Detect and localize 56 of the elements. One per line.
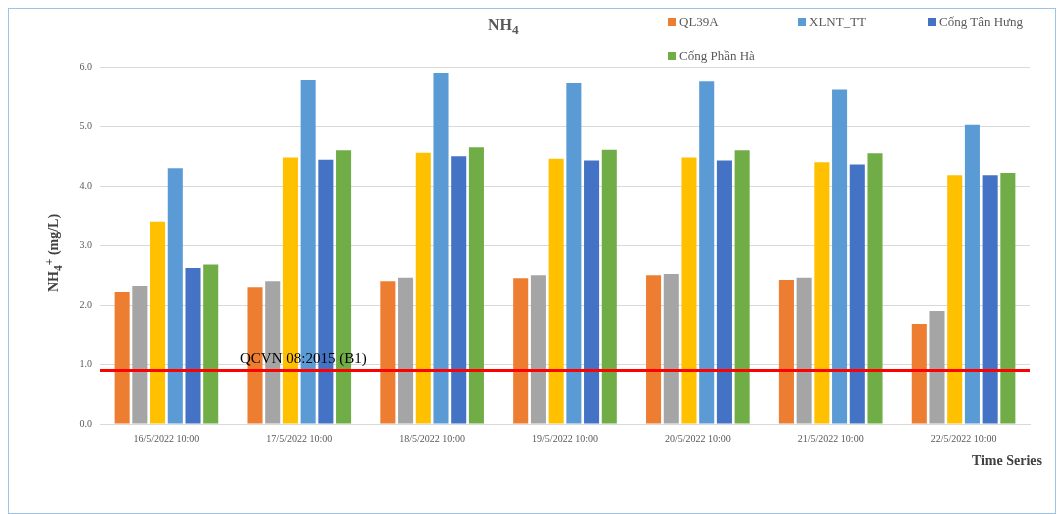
x-tick-label: 20/5/2022 10:00 xyxy=(664,432,731,444)
bar xyxy=(114,291,130,424)
y-tick-label: 3.0 xyxy=(79,239,92,251)
bar xyxy=(601,149,617,424)
bar xyxy=(398,277,414,424)
bar xyxy=(681,157,697,424)
y-tick-label: 6.0 xyxy=(79,60,92,72)
bar xyxy=(867,153,883,424)
bar xyxy=(646,275,662,424)
bar xyxy=(451,156,467,424)
bar xyxy=(663,274,679,424)
bar xyxy=(584,160,600,424)
bar xyxy=(716,160,732,424)
legend-label: XLNT_TT xyxy=(809,14,867,30)
bar xyxy=(982,175,998,424)
y-tick-label: 5.0 xyxy=(79,120,92,132)
y-tick-label: 4.0 xyxy=(79,179,92,191)
bar xyxy=(734,150,750,424)
y-tick-label: 0.0 xyxy=(79,417,92,429)
chart-title: NH$_{4}$ xyxy=(488,16,519,39)
bar xyxy=(185,268,201,424)
bar xyxy=(796,277,812,424)
bar xyxy=(1000,172,1016,424)
x-axis-title: Time Series xyxy=(971,453,1042,469)
bar xyxy=(380,281,396,424)
bar xyxy=(530,275,546,424)
x-tick-label: 21/5/2022 10:00 xyxy=(797,432,864,444)
bar xyxy=(911,324,927,424)
bar xyxy=(132,285,148,424)
bar xyxy=(203,264,219,424)
legend-label: Cống Phần Hà xyxy=(679,48,755,64)
bar xyxy=(468,147,484,424)
x-tick-label: 22/5/2022 10:00 xyxy=(930,432,997,444)
legend-label: Cống Tân Hưng xyxy=(939,14,1024,30)
y-tick-label: 2.0 xyxy=(79,298,92,310)
bar xyxy=(167,168,183,424)
bar xyxy=(548,158,564,424)
bar xyxy=(778,280,794,424)
y-tick-label: 1.0 xyxy=(79,358,92,370)
x-tick-label: 19/5/2022 10:00 xyxy=(532,432,598,444)
bar xyxy=(947,175,963,424)
bar xyxy=(433,72,449,424)
bar xyxy=(566,83,582,424)
bar xyxy=(964,124,980,424)
bar xyxy=(814,162,830,424)
bar xyxy=(929,310,945,424)
bar xyxy=(513,278,529,424)
x-tick-label: 18/5/2022 10:00 xyxy=(399,432,466,444)
bar xyxy=(832,89,848,424)
bar xyxy=(699,81,715,424)
bar xyxy=(849,164,865,424)
x-tick-label: 17/5/2022 10:00 xyxy=(266,432,333,444)
bar xyxy=(150,221,166,424)
legend-label: QL39A xyxy=(679,14,719,30)
bar xyxy=(415,152,431,424)
x-tick-label: 16/5/2022 10:00 xyxy=(133,432,200,444)
